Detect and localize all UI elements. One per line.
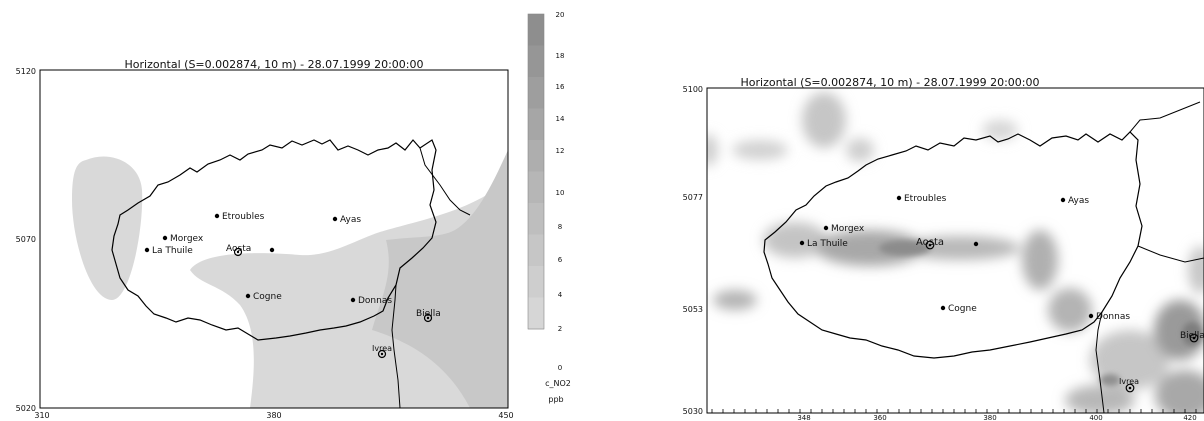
right-place-morgex: Morgex: [823, 224, 865, 234]
left-place-morgex: Morgex: [162, 234, 204, 244]
right-place-ayas: Ayas: [1060, 196, 1089, 206]
colorbar-cell: [528, 297, 544, 330]
colorbar-level-18: 18: [556, 52, 565, 60]
right-y-axis: 5100 5077 5053 5030: [683, 85, 703, 416]
colorbar-variable: c_NO2: [545, 379, 571, 388]
colorbar-cell: [528, 234, 544, 267]
svg-text:Ayas: Ayas: [1068, 196, 1089, 206]
right-place-etroubles: Etroubles: [896, 194, 947, 204]
svg-text:La Thuile: La Thuile: [807, 239, 848, 249]
left-place-la-thuile: La Thuile: [144, 246, 193, 256]
left-x-axis: 310 380 450: [34, 411, 513, 420]
left-place-ivrea: Ivrea: [372, 344, 392, 359]
left-region-border: [111, 139, 437, 341]
colorbar-cell: [528, 77, 544, 109]
colorbar: 20 18 16 14 12 10 8 6 4 2 0 c_NO2 ppb: [527, 11, 571, 404]
svg-text:Ivrea: Ivrea: [1119, 377, 1139, 386]
right-map-title: Horizontal (S=0.002874, 10 m) - 28.07.19…: [741, 76, 1040, 89]
svg-text:Aosta: Aosta: [226, 244, 251, 254]
svg-text:Aosta: Aosta: [916, 237, 944, 248]
left-shade-west: [72, 156, 143, 300]
right-place-la-thuile: La Thuile: [799, 239, 848, 249]
svg-text:Biella: Biella: [416, 309, 441, 319]
left-map-panel: Horizontal (S=0.002874, 10 m) - 28.07.19…: [16, 58, 514, 420]
colorbar-level-4: 4: [558, 291, 563, 299]
colorbar-cell: [528, 203, 544, 235]
colorbar-level-10: 10: [556, 189, 565, 197]
colorbar-level-8: 8: [558, 223, 562, 231]
right-x-axis: 348 360 380 400 420: [707, 409, 1204, 421]
colorbar-cell: [528, 140, 544, 172]
left-map-shading: [72, 150, 508, 408]
right-x-minor-ticks: [711, 409, 1197, 413]
colorbar-unit: ppb: [548, 395, 563, 404]
right-places: Etroubles Ayas Morgex La Thuile Aosta: [799, 194, 1204, 393]
colorbar-cell: [528, 266, 544, 298]
colorbar-level-0: 0: [558, 364, 562, 372]
left-places: Etroubles Ayas Morgex La Thuile Aosta: [144, 212, 441, 359]
left-y-tick-1: 5070: [16, 235, 36, 244]
right-place-donnas: Donnas: [1088, 312, 1130, 322]
svg-text:Donnas: Donnas: [1096, 312, 1130, 322]
right-place-ivrea: Ivrea: [1119, 377, 1139, 393]
colorbar-cell: [528, 108, 544, 141]
left-shade-east: [372, 150, 508, 408]
right-x-tick-1: 360: [873, 414, 886, 421]
left-border-east: [391, 147, 471, 409]
right-place-aosta: Aosta: [916, 237, 979, 250]
right-y-tick-3: 5030: [683, 407, 703, 416]
right-border-east: [1095, 101, 1204, 414]
left-place-donnas: Donnas: [350, 296, 392, 306]
colorbar-level-6: 6: [558, 256, 563, 264]
colorbar-frame: [527, 13, 545, 330]
right-x-tick-2: 380: [983, 414, 996, 421]
left-place-ayas: Ayas: [332, 215, 361, 225]
right-y-tick-1: 5077: [683, 193, 703, 202]
svg-text:Morgex: Morgex: [831, 224, 865, 234]
svg-text:La Thuile: La Thuile: [152, 246, 193, 256]
svg-text:Ivrea: Ivrea: [372, 344, 392, 353]
right-x-tick-3: 400: [1089, 414, 1102, 421]
right-x-tick-0: 348: [797, 414, 810, 421]
svg-text:Donnas: Donnas: [358, 296, 392, 306]
svg-text:Etroubles: Etroubles: [904, 194, 947, 204]
right-place-biella: Biella: [1180, 331, 1204, 343]
left-y-tick-2: 5020: [16, 404, 36, 413]
right-map-panel: Horizontal (S=0.002874, 10 m) - 28.07.19…: [683, 76, 1204, 421]
left-x-tick-0: 310: [34, 411, 49, 420]
left-map-title: Horizontal (S=0.002874, 10 m) - 28.07.19…: [125, 58, 424, 71]
colorbar-level-16: 16: [556, 83, 565, 91]
colorbar-cells: [528, 14, 544, 330]
left-place-etroubles: Etroubles: [214, 212, 265, 222]
left-place-aosta: Aosta: [226, 244, 275, 257]
svg-text:Cogne: Cogne: [948, 304, 977, 314]
colorbar-level-12: 12: [556, 147, 565, 155]
left-place-biella: Biella: [416, 309, 441, 323]
svg-text:Morgex: Morgex: [170, 234, 204, 244]
colorbar-cell: [528, 14, 544, 46]
svg-text:Cogne: Cogne: [253, 292, 282, 302]
colorbar-level-14: 14: [556, 115, 565, 123]
right-y-tick-2: 5053: [683, 305, 703, 314]
right-map-shading: [707, 92, 1204, 413]
colorbar-level-20: 20: [556, 11, 565, 19]
left-map-frame: [39, 69, 509, 409]
right-y-tick-0: 5100: [683, 85, 703, 94]
colorbar-cell: [528, 171, 544, 204]
left-x-tick-2: 450: [498, 411, 513, 420]
right-region-border: [763, 131, 1143, 359]
colorbar-cell: [528, 45, 544, 78]
left-x-tick-1: 380: [266, 411, 281, 420]
svg-text:Biella: Biella: [1180, 331, 1204, 341]
left-place-cogne: Cogne: [245, 292, 282, 302]
svg-text:Etroubles: Etroubles: [222, 212, 265, 222]
colorbar-level-2: 2: [558, 325, 562, 333]
svg-text:Ayas: Ayas: [340, 215, 361, 225]
right-x-tick-4: 420: [1183, 414, 1196, 421]
right-place-cogne: Cogne: [940, 304, 977, 314]
left-y-tick-0: 5120: [16, 67, 36, 76]
left-y-axis: 5120 5070 5020: [16, 67, 36, 413]
